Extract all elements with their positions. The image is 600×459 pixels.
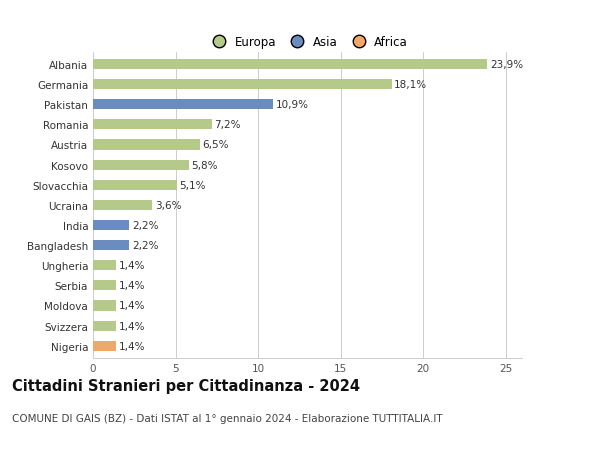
Bar [93, 180, 177, 190]
Text: 5,1%: 5,1% [179, 180, 206, 190]
Bar [93, 100, 273, 110]
Bar [93, 140, 200, 150]
Text: 1,4%: 1,4% [119, 321, 145, 331]
Text: 2,2%: 2,2% [132, 241, 158, 251]
Bar [93, 60, 487, 70]
Text: 7,2%: 7,2% [214, 120, 241, 130]
Bar [93, 201, 152, 210]
Bar [93, 301, 116, 311]
Text: COMUNE DI GAIS (BZ) - Dati ISTAT al 1° gennaio 2024 - Elaborazione TUTTITALIA.IT: COMUNE DI GAIS (BZ) - Dati ISTAT al 1° g… [12, 413, 443, 423]
Text: 18,1%: 18,1% [394, 80, 427, 90]
Text: 1,4%: 1,4% [119, 301, 145, 311]
Bar [93, 80, 392, 90]
Text: 3,6%: 3,6% [155, 201, 181, 210]
Text: 2,2%: 2,2% [132, 220, 158, 230]
Text: 1,4%: 1,4% [119, 261, 145, 271]
Text: 6,5%: 6,5% [203, 140, 229, 150]
Legend: Europa, Asia, Africa: Europa, Asia, Africa [203, 31, 412, 54]
Bar [93, 120, 212, 130]
Text: 1,4%: 1,4% [119, 341, 145, 351]
Bar [93, 281, 116, 291]
Text: 1,4%: 1,4% [119, 281, 145, 291]
Text: 10,9%: 10,9% [275, 100, 308, 110]
Bar [93, 160, 188, 170]
Bar [93, 241, 130, 251]
Text: 5,8%: 5,8% [191, 160, 218, 170]
Text: 23,9%: 23,9% [490, 60, 523, 70]
Bar [93, 261, 116, 271]
Bar [93, 220, 130, 230]
Bar [93, 341, 116, 351]
Text: Cittadini Stranieri per Cittadinanza - 2024: Cittadini Stranieri per Cittadinanza - 2… [12, 379, 360, 394]
Bar [93, 321, 116, 331]
